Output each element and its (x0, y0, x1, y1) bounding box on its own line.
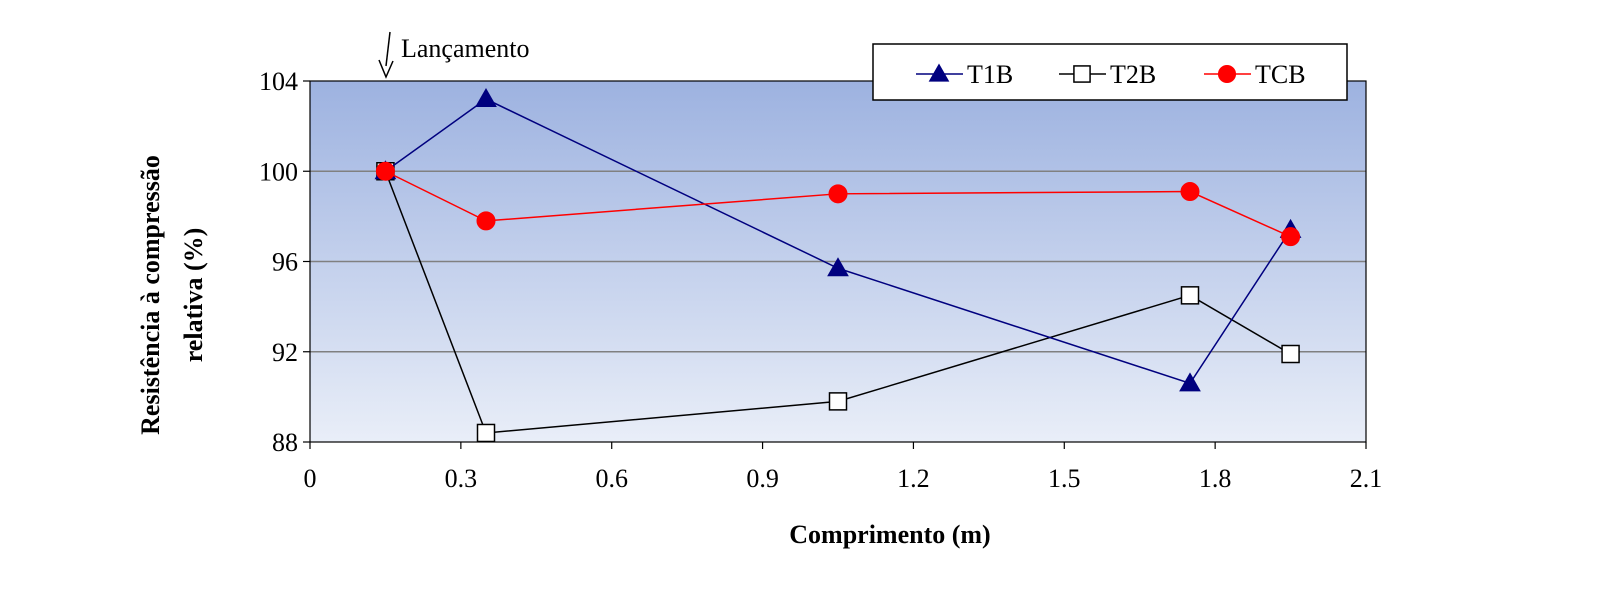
y-axis-title-line-2: relativa (%) (179, 228, 208, 363)
x-tick-label: 0.3 (445, 464, 478, 493)
legend-marker-t1b (928, 63, 950, 82)
annotation-arrow-head (378, 59, 394, 79)
x-tick-label: 1.5 (1048, 464, 1081, 493)
y-tick-label: 92 (272, 338, 298, 367)
legend-item-t1b: T1B (916, 60, 1013, 89)
legend-label-t2b: T2B (1110, 60, 1156, 89)
y-tick-label: 104 (259, 67, 298, 96)
legend-marker-t2b (1073, 65, 1091, 83)
data-point-t2b (1281, 344, 1300, 364)
data-point-tcb (476, 211, 496, 231)
y-tick-label: 88 (272, 428, 298, 457)
x-tick-label: 0 (304, 464, 317, 493)
x-tick-label: 1.2 (897, 464, 930, 493)
data-point-t2b (1180, 286, 1200, 305)
series-layer (374, 88, 1302, 443)
data-point-t1b (1179, 372, 1201, 392)
data-point-tcb (1180, 182, 1200, 202)
data-point-tcb (375, 161, 395, 181)
y-axis-title-line-1: Resistência à compressão (136, 155, 165, 435)
series-tcb (375, 161, 1301, 247)
legend-marker-tcb (1217, 64, 1237, 84)
y-tick-label: 96 (272, 248, 298, 277)
data-point-tcb (1281, 227, 1301, 247)
legend-item-t2b: T2B (1059, 60, 1156, 89)
data-point-tcb (828, 184, 848, 204)
y-axis-title: Resistência à compressão relativa (%) (136, 155, 208, 435)
legend-label-t1b: T1B (967, 60, 1013, 89)
legend: T1B T2B TCB (872, 43, 1348, 101)
annotation-label: Lançamento (401, 34, 530, 63)
annotation: Lançamento (378, 31, 530, 79)
x-axis-title: Comprimento (m) (789, 520, 990, 549)
annotation-arrow-shaft (385, 31, 391, 67)
data-point-t1b (827, 257, 849, 277)
y-tick-label: 100 (259, 157, 298, 186)
legend-box (872, 43, 1348, 101)
x-tick-label: 1.8 (1199, 464, 1232, 493)
data-point-t1b (475, 88, 497, 108)
data-point-t2b (476, 423, 496, 443)
x-tick-label: 0.9 (746, 464, 779, 493)
x-tick-label: 0.6 (595, 464, 628, 493)
x-tick-label: 2.1 (1350, 464, 1383, 493)
axes: 88 92 96 100 104 0 0.3 0.6 0.9 1.2 1.5 1.8 2.1 (259, 67, 1382, 493)
data-point-t2b (828, 392, 848, 411)
legend-label-tcb: TCB (1255, 60, 1306, 89)
legend-item-tcb: TCB (1204, 60, 1306, 89)
